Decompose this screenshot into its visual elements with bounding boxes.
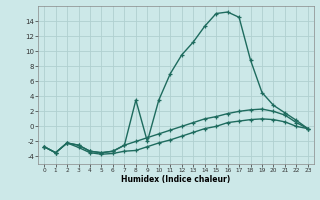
X-axis label: Humidex (Indice chaleur): Humidex (Indice chaleur) [121,175,231,184]
